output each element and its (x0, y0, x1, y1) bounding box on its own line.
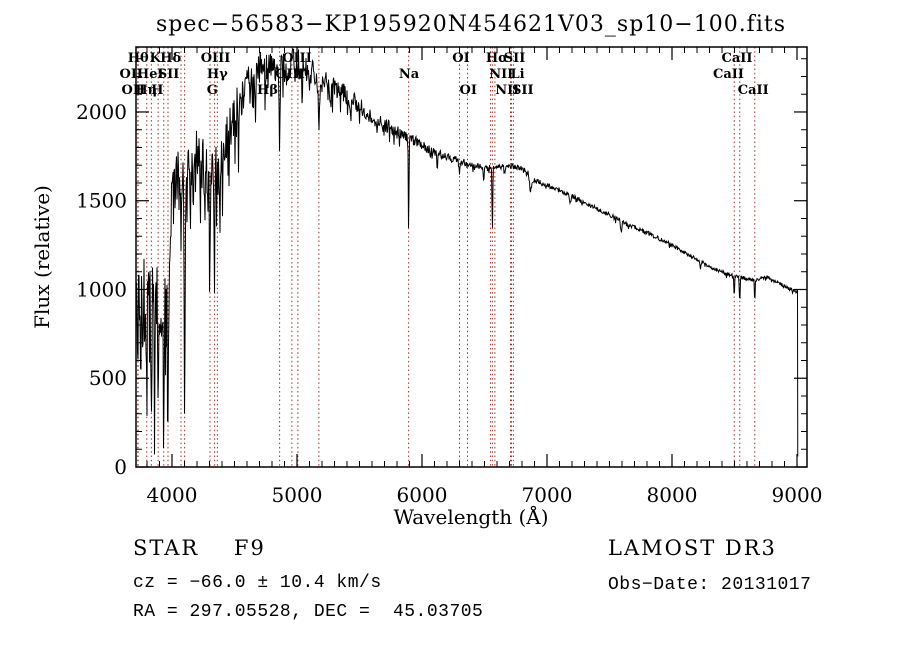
x-tick-label: 6000 (397, 483, 448, 507)
survey-release-text: LAMOST DR3 (608, 536, 777, 560)
obs-date-text: Obs−Date: 20131017 (608, 575, 812, 595)
spectral-line-label: Hβ (257, 83, 278, 98)
spectral-line-label: SII (512, 83, 534, 98)
y-tick-label: 1000 (76, 277, 127, 301)
classification-text: STAR F9 (133, 536, 266, 560)
spectral-line-label: SII (504, 51, 526, 66)
spectral-line-label: OIII (201, 51, 231, 66)
spectral-line-markers (137, 47, 756, 467)
spectrum-path (135, 48, 799, 457)
y-tick-label: 500 (89, 366, 127, 390)
y-tick-label: 0 (114, 455, 127, 479)
spectral-line-label: CaII (738, 83, 769, 98)
spectrum-curve (135, 48, 799, 457)
y-axis-label: Flux (relative) (30, 185, 54, 329)
x-tick-label: 8000 (647, 483, 698, 507)
x-tick-label: 7000 (522, 483, 573, 507)
spectral-line-label: Hδ (160, 51, 181, 66)
y-tick-label: 1500 (76, 189, 127, 213)
spectral-line-label: K (150, 51, 162, 66)
spectral-line-label: SII (158, 67, 180, 82)
spectral-line-label: Hα (486, 51, 508, 66)
plot-title: spec−56583−KP195920N454621V03_sp10−100.f… (156, 12, 786, 37)
x-tick-label: 4000 (147, 483, 198, 507)
spectral-line-label: CaII (713, 67, 744, 82)
spectral-line-label: OI (460, 83, 477, 98)
spectral-line-label: Li (510, 67, 524, 82)
y-tick-label: 2000 (76, 100, 127, 124)
radial-velocity-text: cz = −66.0 ± 10.4 km/s (133, 573, 382, 593)
spectral-line-label: H (151, 83, 163, 98)
spectral-line-label: CaII (722, 51, 753, 66)
spectral-line-label: NII (489, 67, 513, 82)
x-tick-label: 9000 (772, 483, 823, 507)
spectral-line-label: NII (495, 83, 519, 98)
x-axis-label: Wavelength (Å) (393, 505, 549, 529)
coordinates-text: RA = 297.05528, DEC = 45.03705 (133, 602, 484, 622)
spectral-line-label: Na (399, 67, 420, 82)
spectral-line-label: HeI (137, 67, 164, 82)
spectral-line-label: OI (452, 51, 469, 66)
spectral-line-label: OII (120, 67, 144, 82)
plot-axes: 4000 5000 6000 7000 8000 9000 0 500 1000 1500 2000 (76, 46, 823, 507)
spectral-line-label: Hγ (207, 67, 228, 82)
x-tick-label: 5000 (272, 483, 323, 507)
spectral-line-label: G (207, 83, 218, 98)
